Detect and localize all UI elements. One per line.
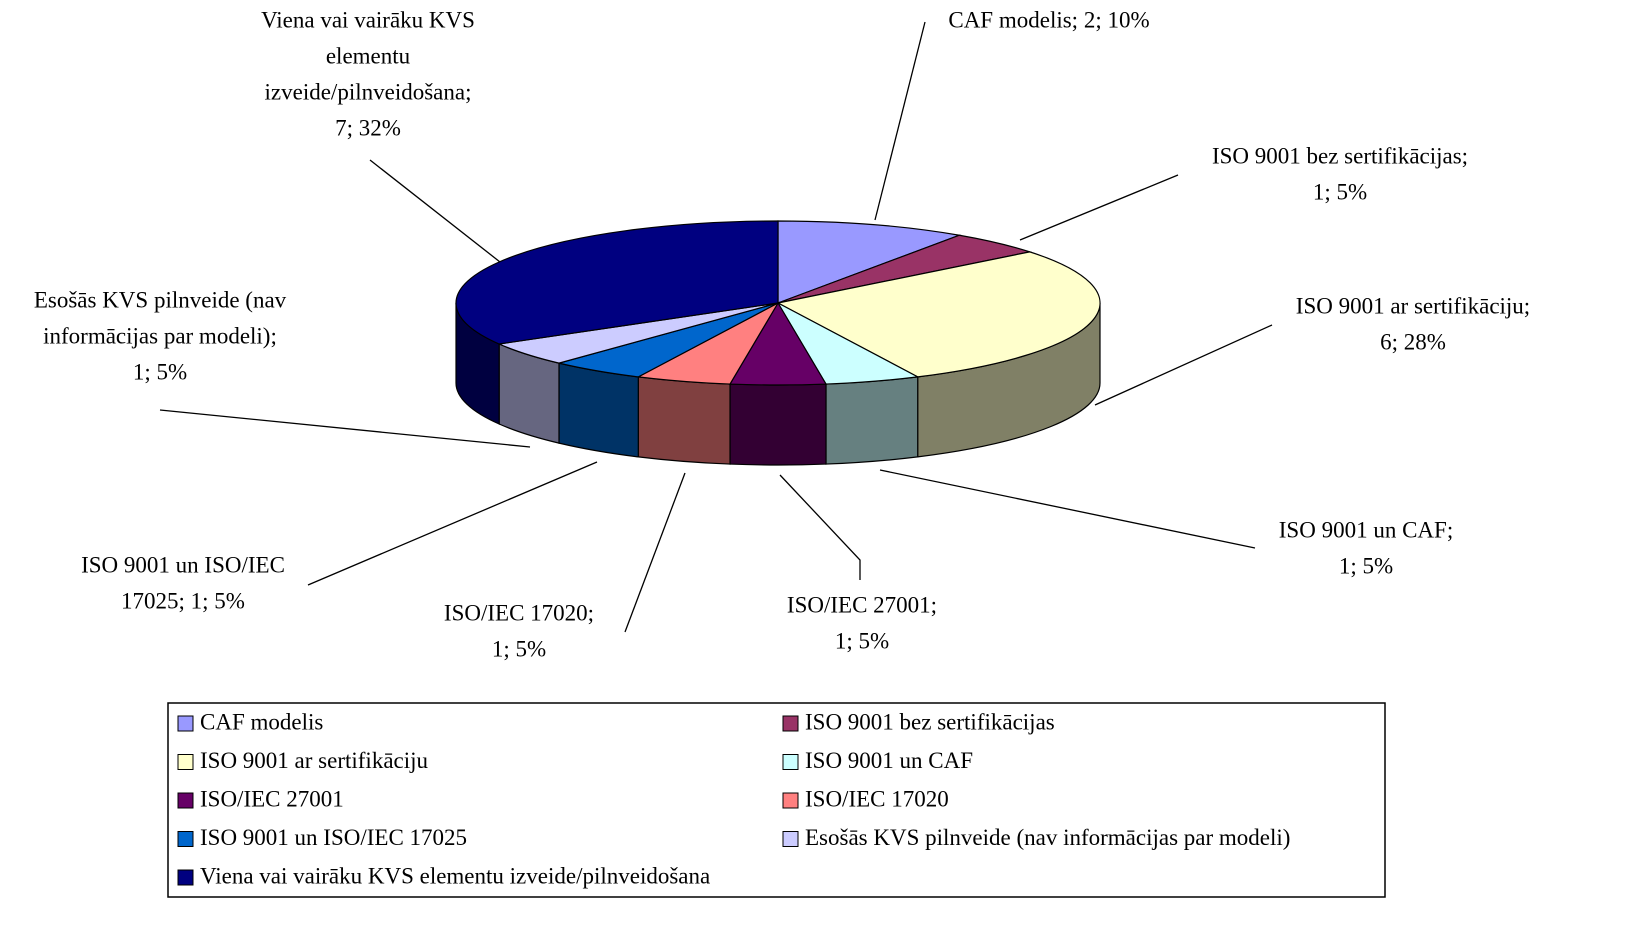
- data-label: ISO 9001 un ISO/IEC: [81, 552, 285, 577]
- data-label: ISO 9001 bez sertifikācijas;: [1212, 143, 1468, 168]
- legend-swatch: [782, 831, 799, 847]
- leader-line: [307, 461, 598, 586]
- legend-label: Viena vai vairāku KVS elementu izveide/p…: [200, 863, 710, 888]
- pie-slice: [776, 251, 1101, 378]
- data-label: elementu: [326, 43, 411, 68]
- legend-swatch: [782, 754, 799, 770]
- leader-line: [879, 469, 1256, 549]
- legend-swatch: [177, 792, 194, 809]
- legend-swatch: [177, 869, 194, 886]
- data-label: CAF modelis; 2; 10%: [948, 7, 1149, 32]
- pie-side: [637, 376, 731, 465]
- pie-side: [729, 383, 827, 466]
- legend-label: Esošās KVS pilnveide (nav informācijas p…: [805, 825, 1290, 850]
- leader-line: [369, 159, 501, 263]
- leader-line: [874, 21, 926, 221]
- legend-swatch: [177, 754, 194, 770]
- legend-swatch: [782, 715, 799, 732]
- data-label: 6; 28%: [1380, 329, 1446, 354]
- legend-box: [167, 702, 1386, 898]
- data-label: Esošās KVS pilnveide (nav: [34, 287, 287, 312]
- legend-swatch: [782, 792, 799, 809]
- data-label: Viena vai vairāku KVS: [261, 7, 475, 32]
- legend-swatch: [177, 715, 194, 732]
- data-label: informācijas par modeli);: [43, 323, 277, 348]
- data-label: izveide/pilnveidošana;: [265, 79, 472, 104]
- leader-line: [624, 472, 686, 633]
- data-label: 1; 5%: [1339, 553, 1393, 578]
- legend-label: ISO 9001 un CAF: [805, 748, 973, 773]
- legend-swatch: [177, 831, 194, 847]
- legend-label: ISO 9001 un ISO/IEC 17025: [200, 825, 467, 850]
- pie-slice: [777, 220, 962, 304]
- leader-line: [1019, 174, 1179, 241]
- legend-label: ISO/IEC 27001: [200, 786, 344, 811]
- leader-line: [779, 474, 861, 580]
- data-label: 1; 5%: [133, 359, 187, 384]
- data-label: 17025; 1; 5%: [121, 588, 245, 613]
- leader-line: [159, 409, 531, 448]
- data-label: ISO/IEC 27001;: [787, 592, 937, 617]
- data-label: ISO 9001 un CAF;: [1279, 517, 1453, 542]
- data-label: 1; 5%: [492, 636, 546, 661]
- legend-label: ISO 9001 bez sertifikācijas: [805, 709, 1055, 734]
- pie-side: [558, 362, 639, 458]
- legend-label: CAF modelis: [200, 709, 323, 734]
- legend-label: ISO 9001 ar sertifikāciju: [200, 748, 429, 773]
- data-label: 1; 5%: [1313, 179, 1367, 204]
- data-label: 7; 32%: [335, 115, 401, 140]
- legend-label: ISO/IEC 17020: [805, 786, 949, 811]
- data-label: ISO/IEC 17020;: [444, 600, 594, 625]
- data-label: 1; 5%: [835, 628, 889, 653]
- leader-line: [1094, 324, 1273, 406]
- data-label: ISO 9001 ar sertifikāciju;: [1296, 293, 1530, 318]
- pie-side: [825, 376, 919, 465]
